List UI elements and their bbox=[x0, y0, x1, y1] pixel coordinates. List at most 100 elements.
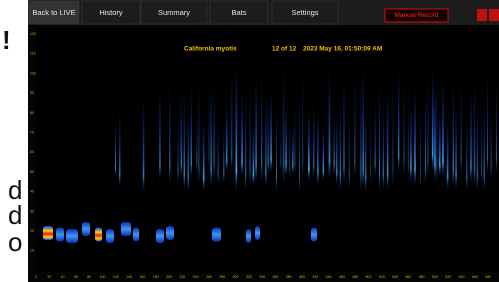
call-pulse bbox=[255, 226, 260, 240]
call-streak bbox=[289, 112, 290, 179]
y-tick-label: 40 bbox=[30, 190, 34, 194]
call-streak bbox=[236, 67, 238, 189]
call-streak bbox=[191, 86, 192, 177]
call-pulse bbox=[82, 222, 90, 236]
call-streak bbox=[487, 73, 488, 174]
call-streak bbox=[211, 79, 212, 186]
window-button[interactable] bbox=[477, 9, 487, 21]
call-streak bbox=[226, 99, 228, 171]
call-streak bbox=[178, 121, 179, 182]
y-tick-label: 100 bbox=[30, 71, 36, 75]
manual-record-label[interactable]: Manual Record bbox=[394, 12, 438, 19]
y-tick-label: 10 bbox=[30, 249, 34, 253]
call-streak bbox=[302, 65, 303, 179]
call-streak bbox=[223, 123, 225, 182]
species: California myotis bbox=[184, 46, 237, 53]
tab-label[interactable]: Back to LIVE bbox=[32, 8, 75, 17]
x-tick-label: 680 bbox=[485, 275, 491, 279]
call-streak bbox=[427, 70, 428, 178]
call-streak bbox=[231, 67, 233, 173]
call-streak bbox=[414, 88, 416, 183]
x-tick-label: 300 bbox=[233, 275, 239, 279]
call-pulse bbox=[156, 229, 164, 243]
call-streak bbox=[255, 73, 256, 181]
call-streak bbox=[159, 83, 160, 180]
screen: ! d d o Back to LIVEHistorySummaryBatsSe… bbox=[0, 0, 499, 282]
call-streak bbox=[432, 68, 434, 170]
x-tick-label: 640 bbox=[459, 275, 465, 279]
background-text: o bbox=[8, 227, 22, 257]
call-streak bbox=[477, 98, 478, 191]
call-pulse bbox=[121, 222, 131, 236]
call-streak bbox=[442, 83, 444, 176]
call-streak bbox=[481, 103, 482, 182]
x-tick-label: 660 bbox=[472, 275, 478, 279]
x-tick-label: 620 bbox=[445, 275, 451, 279]
call-streak bbox=[447, 117, 449, 188]
call-streak bbox=[491, 103, 492, 179]
x-tick-label: 320 bbox=[246, 275, 252, 279]
x-tick-label: 120 bbox=[113, 275, 119, 279]
call-streak bbox=[285, 106, 286, 176]
call-streak bbox=[355, 73, 356, 179]
call-streak bbox=[439, 110, 441, 175]
x-tick-label: 360 bbox=[272, 275, 278, 279]
x-tick-label: 520 bbox=[379, 275, 385, 279]
call-streak bbox=[370, 109, 371, 183]
x-tick-label: 280 bbox=[219, 275, 225, 279]
call-streak bbox=[270, 91, 272, 172]
x-tick-label: 0 bbox=[35, 275, 37, 279]
call-streak bbox=[466, 116, 468, 189]
call-streak bbox=[241, 90, 243, 175]
call-pulse bbox=[311, 228, 317, 242]
x-tick-label: 140 bbox=[126, 275, 132, 279]
y-tick-label: 90 bbox=[30, 91, 34, 95]
call-streak bbox=[404, 82, 405, 175]
call-streak bbox=[455, 105, 456, 188]
window-button[interactable] bbox=[489, 9, 499, 21]
call-streak bbox=[408, 84, 409, 180]
call-streak bbox=[313, 99, 314, 177]
x-tick-label: 240 bbox=[193, 275, 199, 279]
y-tick-label: 60 bbox=[30, 150, 34, 154]
call-streak bbox=[213, 79, 215, 178]
call-streak bbox=[334, 112, 335, 174]
call-streak bbox=[392, 76, 393, 185]
x-tick-label: 560 bbox=[405, 275, 411, 279]
call-streak bbox=[363, 66, 364, 188]
call-streak bbox=[470, 88, 472, 182]
call-streak bbox=[169, 81, 170, 182]
call-streak bbox=[292, 124, 294, 174]
call-streak bbox=[387, 91, 389, 190]
x-tick-label: 340 bbox=[259, 275, 265, 279]
call-streak bbox=[349, 106, 350, 189]
call-streak bbox=[115, 120, 116, 176]
tab-label[interactable]: Summary bbox=[158, 8, 190, 17]
call-streak bbox=[283, 66, 285, 184]
call-streak bbox=[196, 114, 197, 172]
sequence-count: 12 of 12 bbox=[272, 46, 297, 53]
tab-label[interactable]: History bbox=[99, 8, 123, 17]
call-streak bbox=[453, 82, 454, 186]
tab-label[interactable]: Settings bbox=[291, 8, 318, 17]
y-tick-label: 70 bbox=[30, 131, 34, 135]
tab-label[interactable]: Bats bbox=[231, 8, 246, 17]
call-streak bbox=[203, 120, 205, 189]
x-tick-label: 20 bbox=[47, 275, 51, 279]
call-streak bbox=[217, 120, 219, 184]
call-streak bbox=[360, 78, 362, 191]
x-tick-label: 600 bbox=[432, 275, 438, 279]
call-pulse bbox=[133, 228, 139, 242]
call-streak bbox=[280, 119, 281, 171]
call-streak bbox=[317, 108, 318, 184]
call-streak bbox=[340, 99, 341, 189]
y-tick-label: 120 bbox=[30, 32, 36, 36]
x-tick-label: 260 bbox=[206, 275, 212, 279]
call-streak bbox=[434, 84, 436, 179]
y-tick-label: 80 bbox=[30, 111, 34, 115]
call-streak bbox=[484, 103, 485, 189]
call-streak bbox=[375, 100, 376, 176]
call-streak bbox=[425, 91, 426, 182]
call-streak bbox=[436, 77, 437, 184]
call-streak bbox=[344, 76, 345, 183]
